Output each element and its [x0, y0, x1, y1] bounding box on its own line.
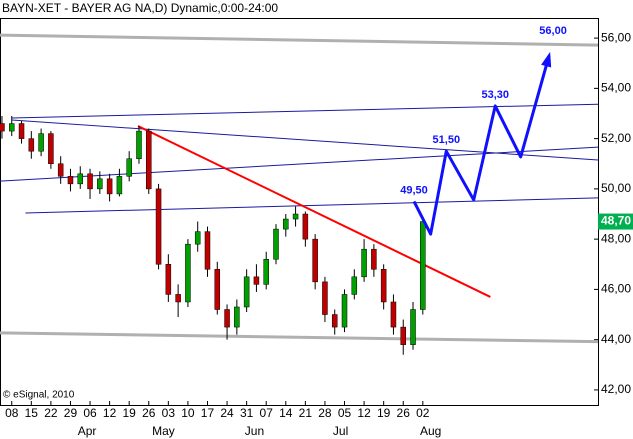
- x-tick-label: 02: [416, 406, 430, 420]
- x-tick-label: 07: [260, 406, 274, 420]
- candle-body: [234, 306, 240, 328]
- x-tick-label: 31: [240, 406, 254, 420]
- y-tick-label: 52,00: [601, 131, 631, 145]
- candle-body: [175, 294, 181, 303]
- month-label: Aug: [420, 424, 441, 438]
- projection-label: 53,30: [481, 89, 509, 101]
- candle-body: [28, 138, 35, 152]
- candle-body: [263, 258, 269, 285]
- candle-body: [77, 173, 84, 185]
- candle-body: [380, 269, 387, 303]
- target-label: 56,00: [539, 25, 567, 37]
- x-tick-label: 15: [25, 406, 39, 420]
- watermark: © eSignal, 2010: [3, 390, 75, 401]
- x-tick-label: 05: [338, 406, 352, 420]
- candle-body: [146, 130, 152, 190]
- x-tick-label: 08: [5, 406, 19, 420]
- candle-body: [302, 213, 309, 240]
- month-label: Apr: [78, 424, 97, 438]
- candle-body: [331, 314, 338, 328]
- candle-body: [283, 218, 289, 230]
- trend-line: [11, 103, 599, 119]
- candle-body: [48, 133, 54, 165]
- x-tick-label: 12: [103, 406, 117, 420]
- x-tick-label: 17: [201, 406, 215, 420]
- trend-line: [0, 33, 599, 47]
- y-tick-label: 48,00: [601, 231, 631, 245]
- candle-body: [38, 133, 44, 152]
- x-tick-label: 03: [162, 406, 176, 420]
- candle-body: [400, 326, 406, 345]
- candle-body: [410, 309, 416, 345]
- month-label: May: [152, 424, 175, 438]
- candle-body: [214, 269, 221, 310]
- x-tick-label: 19: [377, 406, 391, 420]
- candle-body: [420, 221, 426, 310]
- y-tick-label: 50,00: [601, 181, 631, 195]
- x-tick-label: 26: [397, 406, 411, 420]
- chart-title: BAYN-XET - BAYER AG NA,D) Dynamic,0:00-2…: [2, 1, 278, 15]
- candle-body: [292, 213, 299, 220]
- projection-path: [412, 55, 551, 236]
- candle-body: [87, 173, 93, 190]
- x-tick-label: 14: [279, 406, 293, 420]
- y-tick-label: 54,00: [601, 81, 631, 95]
- y-tick-label: 46,00: [601, 282, 631, 296]
- x-tick-label: 24: [220, 406, 234, 420]
- x-tick-label: 06: [83, 406, 97, 420]
- candle-body: [322, 281, 328, 315]
- month-label: Jun: [245, 424, 264, 438]
- projection-label: 51,50: [433, 134, 461, 146]
- x-tick-label: 12: [357, 406, 371, 420]
- x-tick-label: 29: [64, 406, 78, 420]
- candle-body: [126, 158, 132, 177]
- candle-body: [312, 238, 318, 283]
- candle-body: [371, 248, 377, 270]
- x-tick-label: 28: [318, 406, 332, 420]
- trend-line: [0, 331, 599, 344]
- candle-body: [390, 301, 397, 328]
- candle-body: [67, 176, 74, 185]
- trend-line: [25, 197, 599, 214]
- y-tick-label: 56,00: [601, 30, 631, 44]
- candle-body: [8, 123, 15, 132]
- candle-body: [224, 309, 230, 328]
- candle-body: [273, 228, 279, 260]
- last-price-label: 48,70: [601, 214, 631, 228]
- candle-body: [106, 178, 113, 195]
- candle-body: [341, 294, 348, 328]
- y-tick-label: 42,00: [601, 382, 631, 396]
- trend-line: [11, 119, 599, 161]
- plot-frame: [0, 18, 599, 406]
- y-tick-label: 44,00: [601, 332, 631, 346]
- candle-body: [0, 123, 5, 132]
- candle-body: [194, 231, 201, 245]
- candle-body: [57, 163, 64, 177]
- x-tick-label: 21: [299, 406, 313, 420]
- x-tick-label: 26: [142, 406, 156, 420]
- projection-label: 49,50: [400, 184, 428, 196]
- trend-line: [137, 125, 491, 298]
- candle-body: [136, 130, 142, 159]
- candle-body: [361, 248, 367, 278]
- last-price-box: [598, 213, 633, 230]
- x-tick-label: 19: [123, 406, 137, 420]
- x-tick-label: 22: [44, 406, 58, 420]
- candle-body: [253, 276, 260, 285]
- candle-body: [351, 276, 358, 295]
- candle-body: [204, 231, 211, 270]
- candle-body: [243, 276, 250, 308]
- candle-body: [155, 188, 162, 265]
- candle-body: [18, 123, 25, 139]
- candle-body: [97, 178, 103, 190]
- candle-body: [165, 264, 172, 295]
- candle-body: [116, 176, 123, 195]
- x-tick-label: 10: [181, 406, 195, 420]
- projection-arrowhead: [541, 51, 552, 68]
- month-label: Jul: [333, 424, 348, 438]
- candle-body: [185, 243, 191, 303]
